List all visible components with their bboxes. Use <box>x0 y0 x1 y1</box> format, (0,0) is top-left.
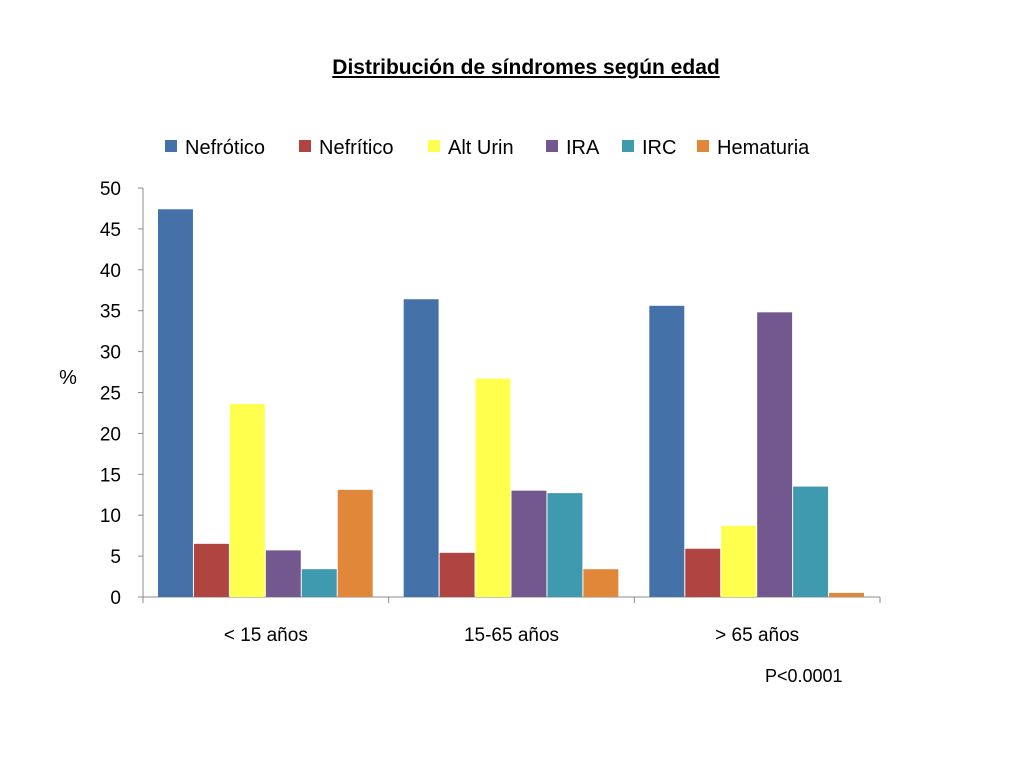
x-tick-label: < 15 años <box>224 625 308 646</box>
y-tick-label: 45 <box>100 220 121 241</box>
bar-hematuria-3 <box>829 592 864 597</box>
y-tick-label: 10 <box>100 506 121 527</box>
legend-swatch <box>428 140 440 152</box>
bar-nefr-tico-2 <box>403 299 439 597</box>
y-tick-label: 25 <box>100 384 121 405</box>
legend-label: IRA <box>566 137 600 159</box>
bar-nefr-tico-1 <box>158 209 193 597</box>
chart-title: Distribución de síndromes según edad <box>332 56 720 79</box>
legend-swatch <box>546 140 558 152</box>
bar-irc-2 <box>547 493 583 597</box>
bar-nefr-tico-1 <box>193 543 229 597</box>
legend-label: Nefrítico <box>319 137 393 159</box>
y-tick-label: 30 <box>100 343 121 364</box>
x-tick-label: > 65 años <box>715 625 799 646</box>
p-value-note: P<0.0001 <box>765 666 843 686</box>
legend-label: Nefrótico <box>185 137 265 159</box>
legend-label: Alt Urin <box>448 137 514 159</box>
y-tick-label: 40 <box>100 261 121 282</box>
bar-alt-urin-2 <box>475 378 511 597</box>
bar-irc-1 <box>301 569 337 597</box>
legend-swatch <box>299 140 311 152</box>
bar-ira-2 <box>511 490 547 597</box>
y-tick-label: 35 <box>100 302 121 323</box>
y-tick-label: 20 <box>100 424 121 445</box>
y-tick-label: 15 <box>100 465 121 486</box>
y-axis-label: % <box>59 367 77 389</box>
bar-hematuria-2 <box>583 569 619 597</box>
bar-alt-urin-3 <box>721 525 757 597</box>
legend-label: IRC <box>642 137 676 159</box>
legend-label: Hematuria <box>717 137 810 159</box>
x-tick-label: 15-65 años <box>464 625 559 646</box>
legend-swatch <box>697 140 709 152</box>
legend-swatch <box>622 140 634 152</box>
bar-hematuria-1 <box>337 489 373 597</box>
y-tick-label: 0 <box>110 588 121 609</box>
bar-irc-3 <box>793 486 829 597</box>
bar-ira-1 <box>265 550 301 597</box>
legend-swatch <box>165 140 177 152</box>
y-tick-label: 5 <box>110 547 121 568</box>
bar-ira-3 <box>757 312 793 597</box>
bar-nefr-tico-2 <box>439 552 475 597</box>
bar-alt-urin-1 <box>229 403 265 597</box>
y-tick-label: 50 <box>100 179 121 200</box>
bar-nefr-tico-3 <box>649 305 685 597</box>
bar-nefr-tico-3 <box>685 548 721 597</box>
